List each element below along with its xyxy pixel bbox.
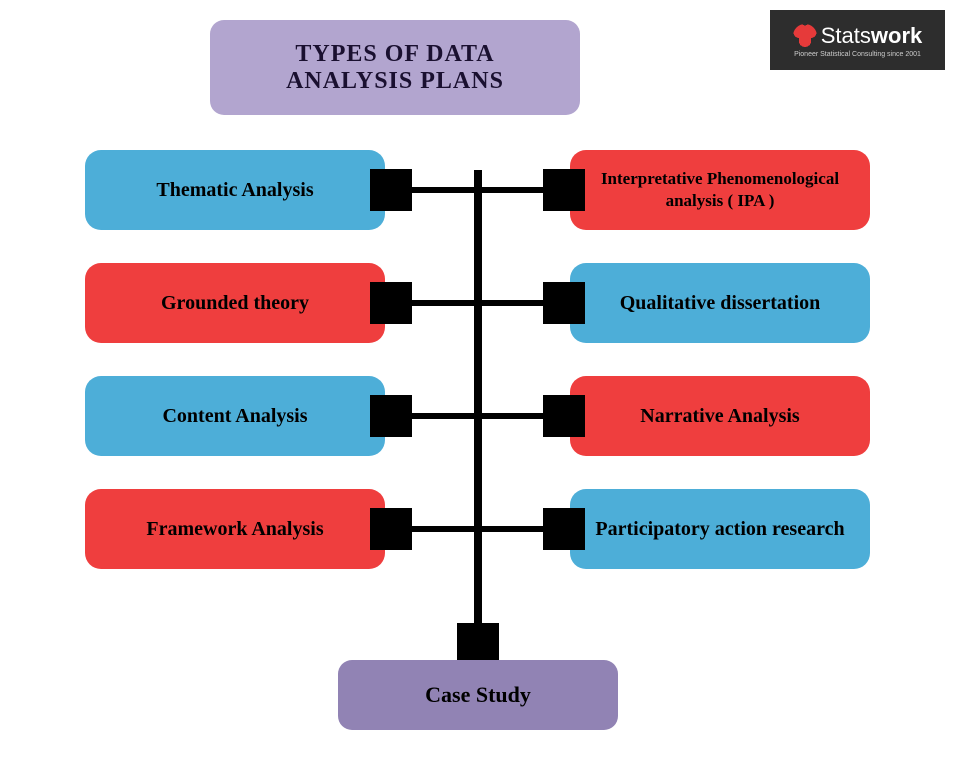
left-node-0: Thematic Analysis [85,150,385,230]
left-node-label-1: Grounded theory [161,290,309,316]
left-hline-2 [412,413,482,419]
left-connector-square-3 [370,508,412,550]
logo-text: Statswork [793,23,923,49]
right-node-3: Participatory action research [570,489,870,569]
right-node-2: Narrative Analysis [570,376,870,456]
right-hline-0 [474,187,543,193]
right-node-1: Qualitative dissertation [570,263,870,343]
right-connector-square-1 [543,282,585,324]
logo-main1: Stats [821,23,871,48]
right-hline-2 [474,413,543,419]
left-node-label-3: Framework Analysis [146,516,323,542]
logo-subtitle: Pioneer Statistical Consulting since 200… [794,51,921,58]
title-text: TYPES OF DATA ANALYSIS PLANS [230,41,560,95]
spine-line [474,170,482,645]
logo-main: Statswork [821,23,923,49]
left-node-1: Grounded theory [85,263,385,343]
logo-box: Statswork Pioneer Statistical Consulting… [770,10,945,70]
right-hline-1 [474,300,543,306]
left-connector-square-0 [370,169,412,211]
right-connector-square-2 [543,395,585,437]
logo-main2: work [871,23,922,48]
left-hline-3 [412,526,482,532]
right-node-label-3: Participatory action research [595,516,844,542]
left-hline-1 [412,300,482,306]
right-hline-3 [474,526,543,532]
left-hline-0 [412,187,482,193]
left-node-2: Content Analysis [85,376,385,456]
right-connector-square-0 [543,169,585,211]
bottom-connector-square [457,623,499,665]
right-node-0: Interpretative Phenomenological analysis… [570,150,870,230]
left-connector-square-2 [370,395,412,437]
left-connector-square-1 [370,282,412,324]
logo-icon [793,24,817,48]
right-node-label-1: Qualitative dissertation [620,290,821,316]
title-box: TYPES OF DATA ANALYSIS PLANS [210,20,580,115]
left-node-label-2: Content Analysis [162,403,307,429]
bottom-label: Case Study [425,682,531,708]
bottom-node: Case Study [338,660,618,730]
left-node-3: Framework Analysis [85,489,385,569]
right-node-label-0: Interpretative Phenomenological analysis… [582,168,858,212]
right-node-label-2: Narrative Analysis [640,403,799,429]
left-node-label-0: Thematic Analysis [156,177,313,203]
right-connector-square-3 [543,508,585,550]
